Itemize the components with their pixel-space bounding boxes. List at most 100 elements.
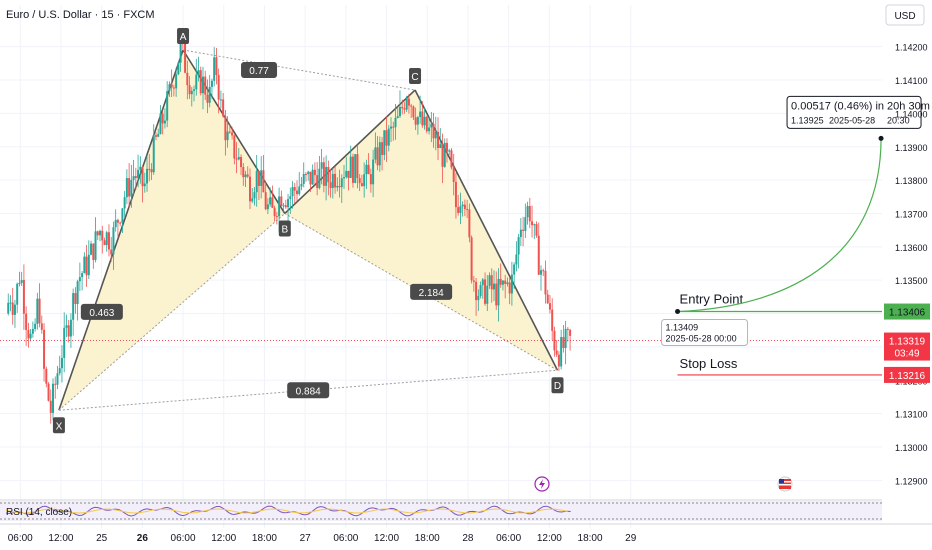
candle-body (452, 167, 455, 182)
candle-body (336, 185, 339, 188)
candle-body (345, 170, 348, 178)
forecast-end-price: 1.13925 (791, 115, 824, 125)
candle-body (63, 327, 66, 358)
candle-body (143, 183, 146, 187)
candle-body (201, 76, 204, 94)
candle-body (343, 177, 346, 179)
candle-body (7, 302, 10, 314)
candle-body (157, 133, 160, 137)
candle-body (510, 274, 513, 294)
symbol-title: Euro / U.S. Dollar · 15 · FXCM (6, 9, 155, 21)
candle-body (293, 187, 296, 191)
candle-body (114, 219, 117, 228)
candle-body (524, 217, 527, 231)
candle-body (490, 275, 493, 290)
candle-body (65, 325, 68, 328)
candle-body (481, 279, 484, 286)
candle-body (506, 282, 509, 284)
point-badge-a (177, 28, 190, 45)
flash-icon[interactable] (534, 476, 550, 492)
candle-body (112, 227, 115, 255)
time-tick: 18:00 (252, 533, 277, 544)
ratio-label: 0.884 (296, 386, 321, 397)
candle-body (233, 135, 236, 159)
candle-body (311, 169, 314, 185)
candle-body (564, 328, 567, 348)
forecast-end-box (786, 95, 922, 129)
time-tick: 06:00 (8, 533, 33, 544)
candle-body (87, 254, 90, 276)
candle-body (504, 280, 507, 284)
candle-body (78, 277, 81, 282)
candle-body (213, 57, 216, 81)
candle-body (244, 174, 247, 178)
price-axis: 1.14200 1.14100 1.14000 1.13900 1.13800 1.137… (884, 43, 930, 486)
candle-body (246, 174, 249, 177)
ratio-line-xb (58, 213, 286, 411)
candle-body (325, 166, 328, 186)
candle-body (242, 167, 245, 178)
candle-body (394, 117, 397, 128)
leg-bc (284, 89, 416, 215)
candle-body (416, 117, 419, 125)
candle-body (374, 147, 377, 160)
price-tick: 1.12900 (895, 476, 928, 486)
candle-body (470, 237, 473, 281)
candle-body (208, 86, 211, 103)
candle-body (484, 279, 487, 304)
candle-body (29, 333, 32, 339)
candle-body (266, 204, 269, 210)
candle-body (412, 106, 415, 118)
candle-body (217, 74, 220, 100)
candle-body (92, 243, 95, 260)
current-tag (884, 332, 930, 361)
candle-body (448, 150, 451, 152)
currency-button[interactable] (885, 4, 925, 26)
candle-body (354, 154, 357, 183)
candle-body (403, 108, 406, 110)
candle-body (159, 113, 162, 134)
us-flag-icon[interactable] (777, 476, 793, 492)
candle-body (540, 270, 543, 275)
candle-body (262, 170, 265, 193)
point-badge-x (52, 417, 65, 434)
price-tick: 1.14100 (895, 76, 928, 86)
ratio-label: 0.463 (89, 308, 114, 319)
harmonic-pattern (58, 49, 559, 411)
candle-body (461, 204, 464, 207)
candle-body (110, 249, 113, 255)
candle-body (13, 304, 16, 315)
time-tick: 12:00 (211, 533, 236, 544)
candle-body (9, 302, 12, 304)
candle-body (204, 76, 207, 95)
point-badge-d (551, 377, 564, 394)
candle-body (318, 168, 321, 189)
candle-body (548, 303, 551, 310)
ratio-label: 2.184 (419, 288, 444, 299)
candle-body (90, 243, 93, 255)
candle-body (322, 162, 325, 186)
candle-body (300, 183, 303, 187)
candle-body (501, 280, 504, 285)
candle-body (240, 156, 243, 168)
price-tick: 1.13500 (895, 276, 928, 286)
candle-body (544, 270, 547, 295)
candle-body (329, 182, 332, 189)
candle-body (224, 116, 227, 141)
candle-body (555, 350, 558, 355)
time-tick: 29 (625, 533, 637, 544)
time-tick: 12:00 (374, 533, 399, 544)
ratio-line-xd (58, 369, 558, 411)
forecast-end-time: 20:30 (887, 115, 910, 125)
candle-body (378, 142, 381, 166)
candle-body (175, 74, 178, 89)
candle-body (499, 278, 502, 285)
candle-body (128, 178, 131, 197)
candle-body (36, 298, 39, 324)
candle-body (31, 328, 34, 334)
candle-body (141, 166, 144, 187)
forecast-start-time: 2025-05-28 00:00 (666, 334, 737, 344)
point-label-c: C (411, 72, 418, 83)
candle-body (392, 126, 395, 128)
